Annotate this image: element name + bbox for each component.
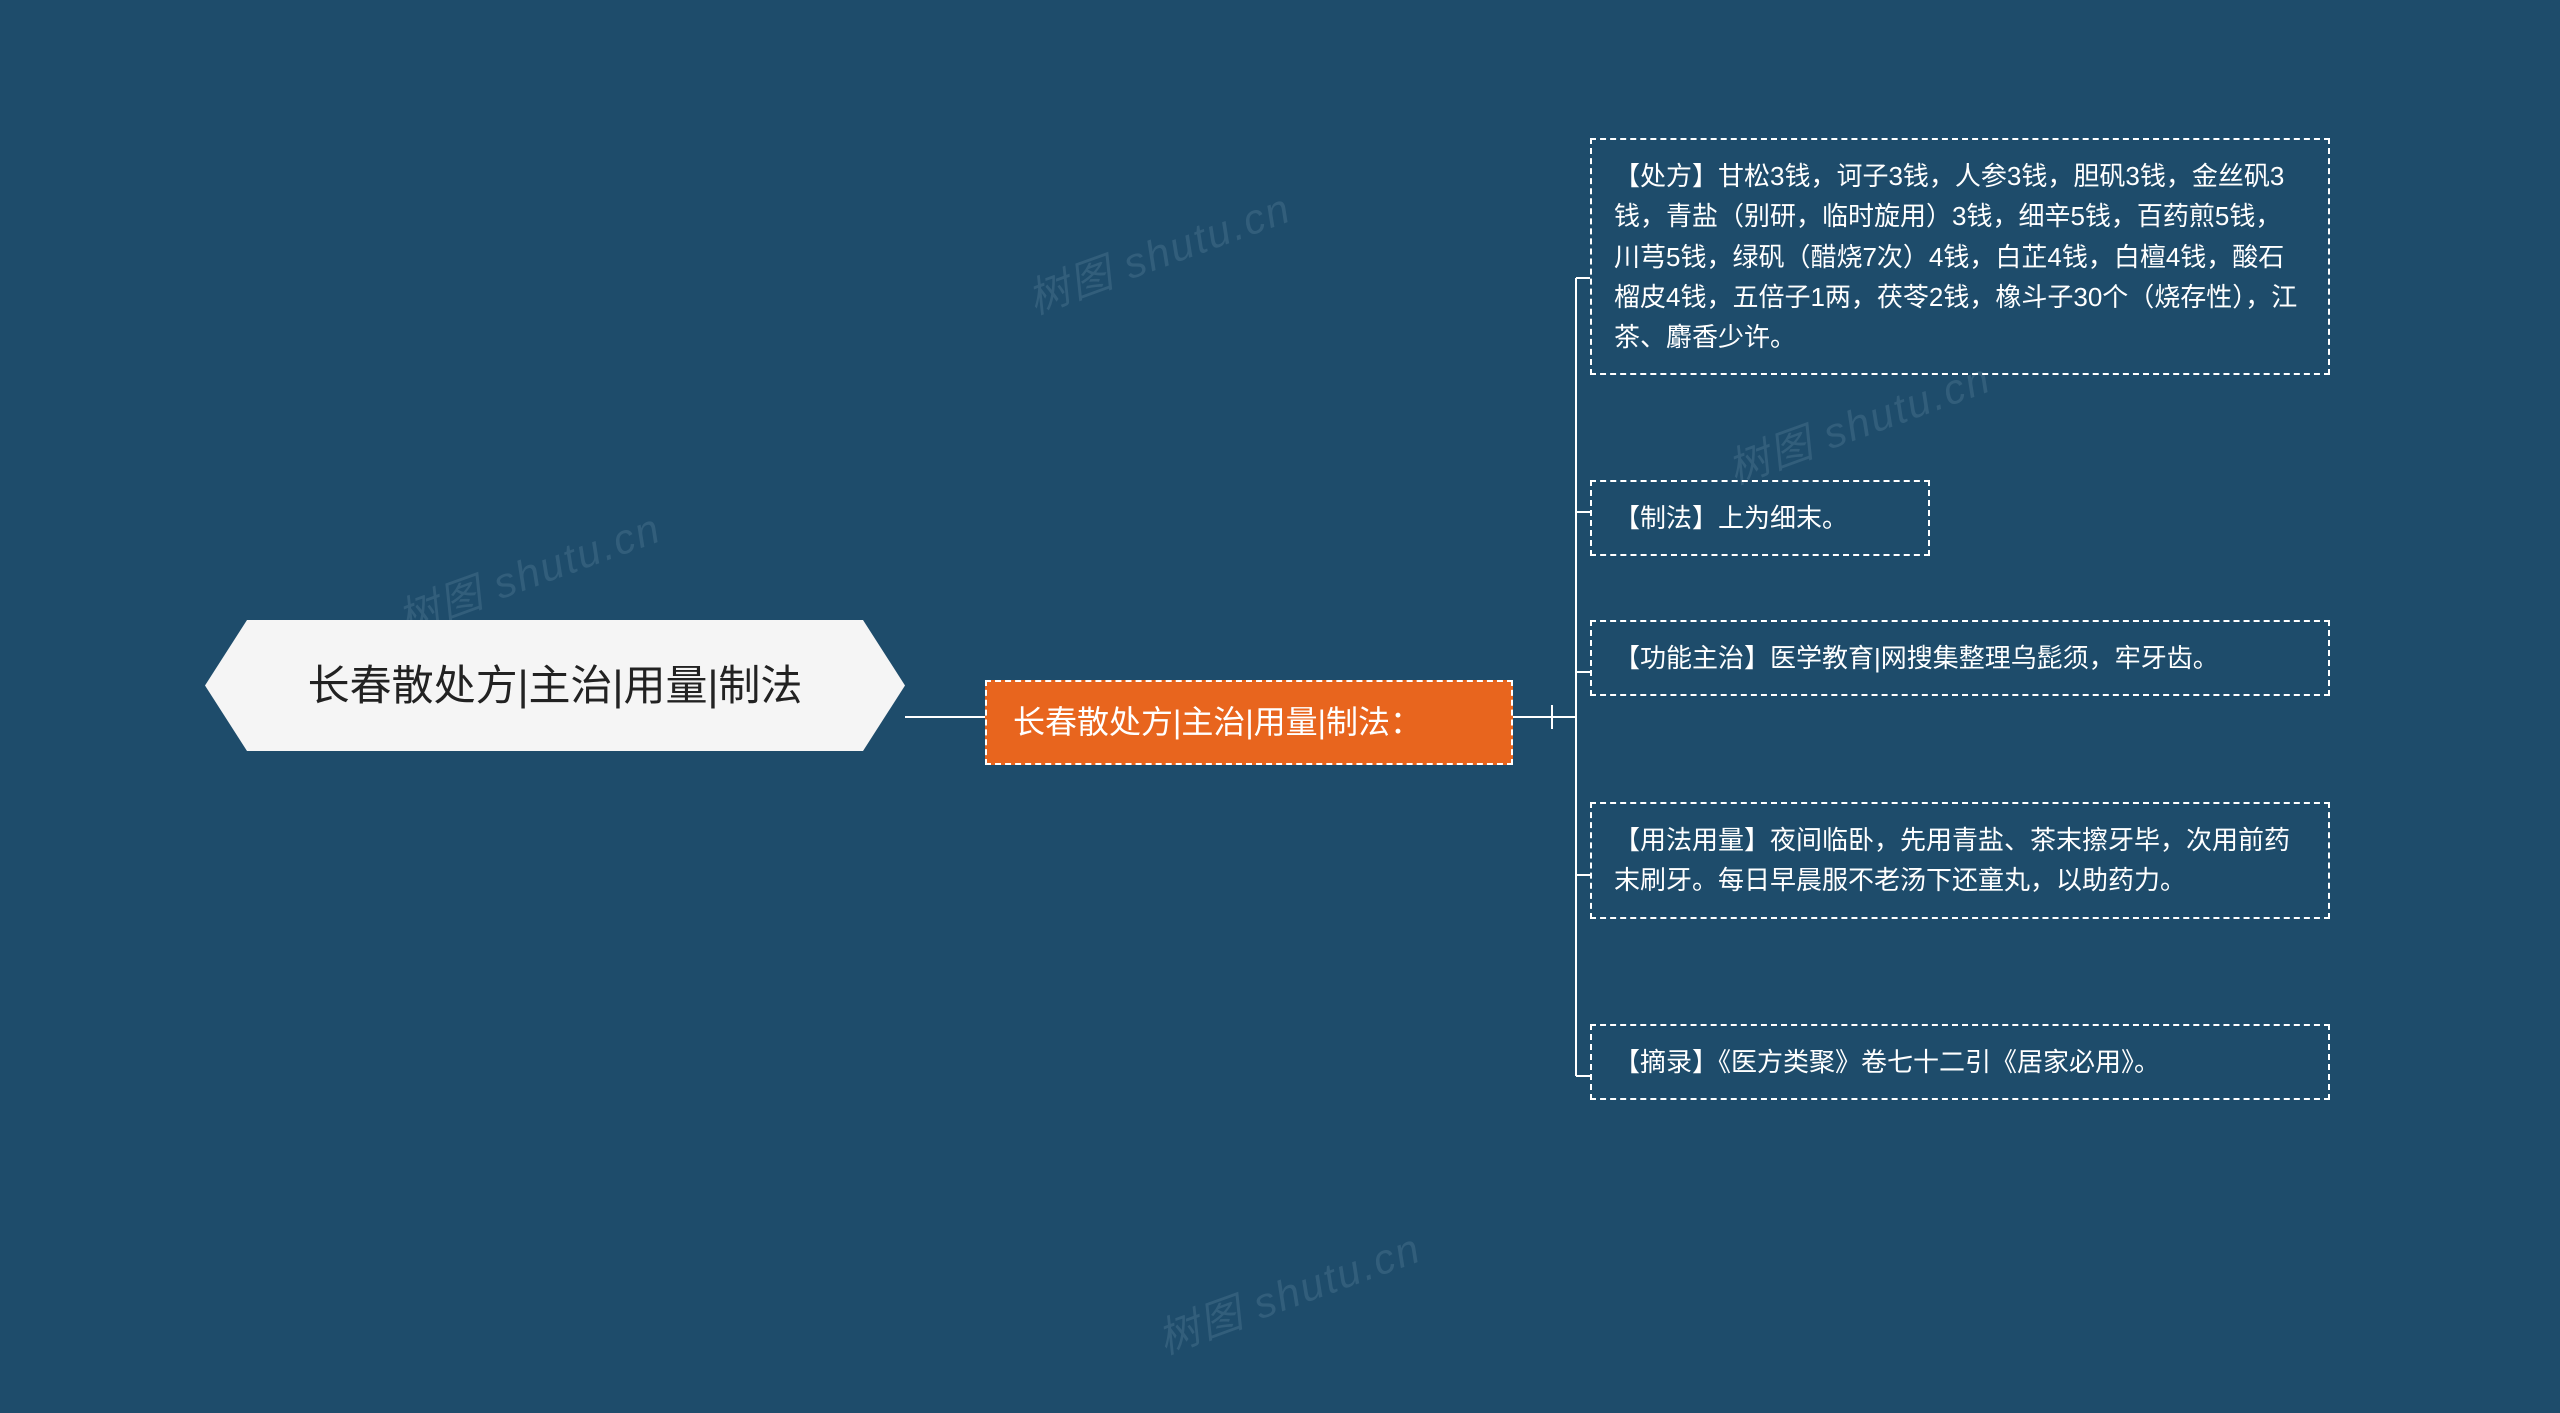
leaf-excerpt: 【摘录】《医方类聚》卷七十二引《居家必用》。 (1590, 1024, 2330, 1100)
root-node: 长春散处方|主治|用量|制法 (205, 620, 905, 751)
watermark-4: 树图 shutu.cn (1148, 1215, 1429, 1367)
leaf-function-text: 【功能主治】医学教育|网搜集整理乌髭须，牢牙齿。 (1614, 643, 2219, 673)
level1-node: 长春散处方|主治|用量|制法： (985, 680, 1513, 765)
leaf-function: 【功能主治】医学教育|网搜集整理乌髭须，牢牙齿。 (1590, 620, 2330, 696)
leaf-prescription-text: 【处方】甘松3钱，诃子3钱，人参3钱，胆矾3钱，金丝矾3钱，青盐（别研，临时旋用… (1614, 161, 2297, 352)
level1-node-text: 长春散处方|主治|用量|制法： (1013, 704, 1422, 740)
leaf-preparation-text: 【制法】上为细末。 (1614, 503, 1848, 533)
leaf-preparation: 【制法】上为细末。 (1590, 480, 1930, 556)
root-node-text: 长春散处方|主治|用量|制法 (308, 662, 803, 709)
watermark-2: 树图 shutu.cn (1018, 175, 1299, 327)
leaf-excerpt-text: 【摘录】《医方类聚》卷七十二引《居家必用》。 (1614, 1047, 2160, 1077)
leaf-prescription: 【处方】甘松3钱，诃子3钱，人参3钱，胆矾3钱，金丝矾3钱，青盐（别研，临时旋用… (1590, 138, 2330, 375)
leaf-usage-text: 【用法用量】夜间临卧，先用青盐、茶末擦牙毕，次用前药末刷牙。每日早晨服不老汤下还… (1614, 825, 2290, 895)
mindmap-container: 树图 shutu.cn 树图 shutu.cn 树图 shutu.cn 树图 s… (0, 0, 2560, 1413)
leaf-usage: 【用法用量】夜间临卧，先用青盐、茶末擦牙毕，次用前药末刷牙。每日早晨服不老汤下还… (1590, 802, 2330, 919)
